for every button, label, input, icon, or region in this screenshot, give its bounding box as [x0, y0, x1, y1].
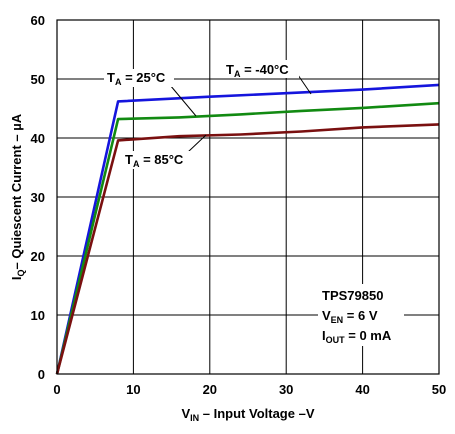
- y-tick-label: 10: [31, 308, 45, 323]
- y-tick-label: 20: [31, 249, 45, 264]
- info-box-background: [318, 284, 404, 346]
- leader-85: [187, 134, 207, 153]
- plot-frame: [56, 19, 440, 375]
- x-tick-label: 20: [203, 382, 217, 397]
- grid-lines: [57, 20, 439, 374]
- leader-minus40: [297, 74, 312, 95]
- label-background-85: [122, 151, 192, 169]
- x-tick-labels: 0 10 20 30 40 50: [53, 382, 446, 397]
- x-tick-label: 40: [355, 382, 369, 397]
- series-label-85: TA = 85°C: [125, 152, 184, 169]
- series-line-85c: [55, 123, 440, 375]
- label-background-25: [104, 69, 174, 87]
- y-tick-label: 40: [31, 131, 45, 146]
- info-device-name: TPS79850: [322, 288, 383, 303]
- y-tick-label: 60: [31, 13, 45, 28]
- series-line-25c: [55, 101, 440, 375]
- label-background-minus40: [223, 60, 299, 78]
- y-axis-title: IQ– Quiescent Current – µA: [9, 113, 26, 280]
- x-tick-label: 10: [126, 382, 140, 397]
- label-leaders: [169, 74, 312, 153]
- y-tick-label: 50: [31, 72, 45, 87]
- info-enable-voltage: VEN = 6 V: [322, 308, 378, 325]
- y-tick-label: 0: [38, 367, 45, 382]
- y-tick-label: 30: [31, 190, 45, 205]
- x-tick-label: 30: [279, 382, 293, 397]
- info-output-current: IOUT = 0 mA: [322, 328, 392, 345]
- series-label-25: TA = 25°C: [107, 70, 166, 87]
- series-line-minus40c: [55, 83, 440, 375]
- series-label-minus40: TA = -40°C: [226, 62, 289, 79]
- series-lines: [55, 83, 440, 375]
- x-axis-title: VIN – Input Voltage –V: [181, 406, 314, 423]
- x-tick-label: 0: [53, 382, 60, 397]
- y-tick-labels: 0 10 20 30 40 50 60: [31, 13, 45, 382]
- x-tick-label: 50: [432, 382, 446, 397]
- leader-25: [169, 84, 197, 117]
